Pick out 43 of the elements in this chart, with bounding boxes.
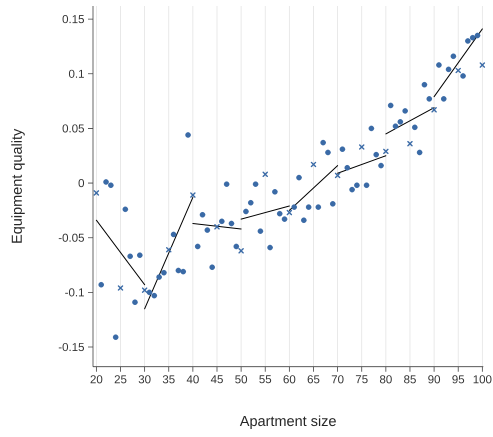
x-tick-label: 35 [162,375,175,384]
y-tick-label: 0.05 [62,124,84,132]
x-tick-label: 95 [452,375,464,384]
x-tick-label: 30 [138,375,151,384]
y-tick-label: -0.1 [65,288,84,296]
x-tick-label: 40 [186,375,199,384]
x-axis-title: Apartment size [240,415,336,429]
point [431,107,437,113]
x-tick-label: 70 [332,375,344,384]
x-tick-label: 50 [235,375,248,384]
point [455,68,461,74]
x-tick-label: 75 [356,375,368,384]
point [142,287,148,293]
point [480,62,486,68]
y-tick-label: 0.1 [68,70,84,78]
x-tick-label: 90 [428,375,440,384]
point [407,140,413,146]
point [262,172,268,178]
x-tick-label: 100 [474,375,492,384]
point [214,224,220,230]
x-tick-label: 55 [259,375,272,384]
point [118,285,124,291]
point [238,248,244,254]
y-tick-label: 0 [78,178,84,188]
x-tick-label: 20 [90,375,102,384]
y-tick-label: 0.15 [62,15,84,24]
x-tick-label: 65 [308,375,320,384]
point [310,162,316,168]
point [383,148,389,154]
x-tick-label: 25 [114,375,126,384]
point [358,144,364,150]
point [190,192,196,198]
x-tick-label: 80 [380,375,392,384]
y-tick-label: -0.15 [58,342,84,352]
point [166,246,172,252]
y-tick-label: -0.05 [58,234,84,242]
x-tick-label: 45 [210,375,223,384]
point [334,172,340,178]
point [94,190,100,196]
point [286,210,292,216]
y-axis-title: Equipment quality [11,128,25,243]
x-tick-label: 60 [284,375,296,384]
x-tick-label: 85 [404,375,416,384]
